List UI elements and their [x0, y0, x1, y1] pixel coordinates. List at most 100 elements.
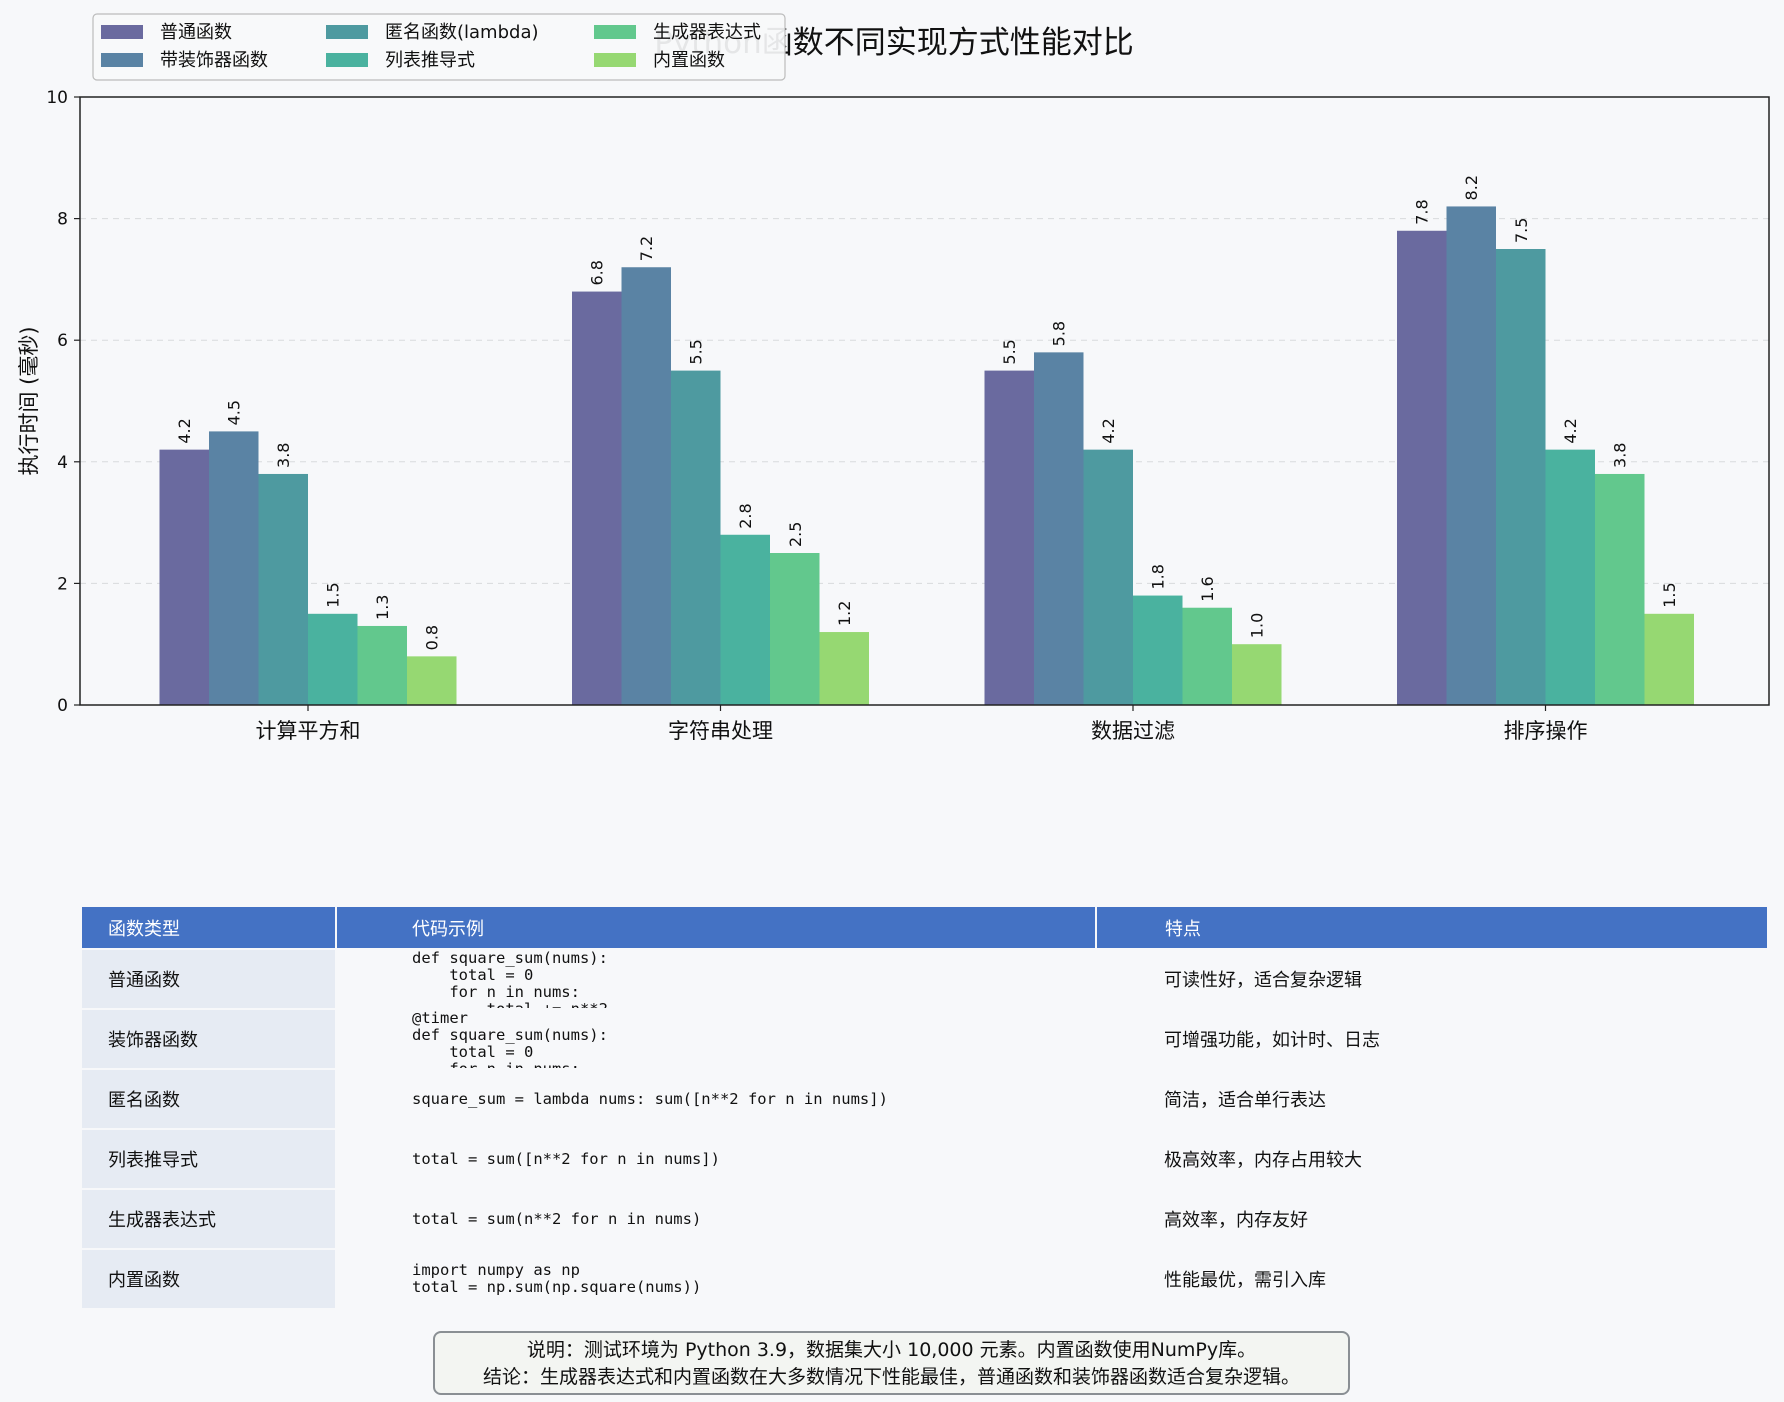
- row-code: def square_sum(nums): total = 0 for n in…: [412, 950, 608, 1008]
- data-label: 3.8: [1611, 443, 1630, 468]
- table-header-row: 函数类型 代码示例 特点: [82, 907, 1769, 949]
- row-feature: 可增强功能，如计时、日志: [1096, 1008, 1768, 1069]
- bar: [357, 625, 407, 705]
- legend-swatch: [101, 25, 143, 39]
- row-feature: 性能最优，需引入库: [1096, 1248, 1768, 1308]
- row-feature: 高效率，内存友好: [1096, 1188, 1768, 1249]
- bar: [1496, 249, 1546, 705]
- bars: [159, 206, 1694, 705]
- data-label: 1.8: [1149, 564, 1168, 589]
- x-tick-label: 数据过滤: [1091, 719, 1175, 743]
- data-label: 4.2: [175, 418, 194, 443]
- legend-swatch: [594, 25, 636, 39]
- row-feature: 可读性好，适合复杂逻辑: [1096, 948, 1768, 1009]
- data-label: 4.5: [225, 400, 244, 425]
- bar: [1644, 613, 1694, 705]
- x-tick-label: 排序操作: [1504, 719, 1588, 743]
- data-label: 7.8: [1413, 199, 1432, 224]
- x-tick-label: 计算平方和: [256, 719, 361, 743]
- data-label: 5.5: [1000, 339, 1019, 364]
- function-comparison-table: 函数类型 代码示例 特点 普通函数 def square_sum(nums): …: [82, 907, 1769, 1308]
- row-code: total = sum(n**2 for n in nums): [412, 1210, 702, 1228]
- bar: [819, 632, 869, 705]
- data-label: 1.0: [1248, 613, 1267, 638]
- bar: [671, 370, 721, 705]
- data-label: 6.8: [588, 260, 607, 285]
- bar: [258, 473, 308, 705]
- legend-swatch: [101, 53, 143, 67]
- bar: [720, 534, 770, 705]
- data-label: 4.2: [1099, 418, 1118, 443]
- note-line-2: 结论：生成器表达式和内置函数在大多数情况下性能最佳，普通函数和装饰器函数适合复杂…: [482, 1366, 1300, 1388]
- y-tick-label: 0: [57, 696, 68, 716]
- row-type: 匿名函数: [82, 1068, 337, 1129]
- data-label: 1.2: [835, 601, 854, 626]
- y-axis: 0 2 4 6 8 10: [46, 88, 80, 716]
- legend-swatch: [326, 25, 368, 39]
- row-code: import numpy as np total = np.sum(np.squ…: [412, 1262, 702, 1296]
- performance-chart: 4.2 4.5 3.8 1.5 1.3 0.8 6.8 7.2 5.5 2.8 2.5 1.2 5.5 5…: [17, 13, 1770, 743]
- legend-entry: 普通函数: [160, 22, 232, 43]
- y-tick-label: 6: [57, 331, 68, 351]
- bar: [572, 291, 622, 705]
- row-type: 列表推导式: [82, 1128, 337, 1189]
- note-box: 说明：测试环境为 Python 3.9，数据集大小 10,000 元素。内置函数…: [433, 1331, 1350, 1395]
- data-label: 2.8: [736, 503, 755, 528]
- row-type: 装饰器函数: [82, 1008, 337, 1069]
- table-row: 生成器表达式 total = sum(n**2 for n in nums) 高…: [82, 1188, 1768, 1249]
- data-label: 5.5: [687, 339, 706, 364]
- bar: [1133, 595, 1183, 705]
- bar: [770, 553, 820, 705]
- bar: [1397, 230, 1447, 705]
- row-type: 内置函数: [82, 1248, 337, 1308]
- row-code: @timer def square_sum(nums): total = 0 f…: [412, 1010, 608, 1068]
- bar: [1595, 473, 1645, 705]
- table-row: 内置函数 import numpy as np total = np.sum(n…: [82, 1248, 1768, 1308]
- data-label: 1.3: [373, 595, 392, 620]
- legend-entry: 带装饰器函数: [160, 50, 268, 71]
- row-type: 普通函数: [82, 948, 337, 1009]
- legend-entry: 列表推导式: [385, 50, 475, 71]
- plot-frame: [79, 96, 1770, 706]
- table-row: 普通函数 def square_sum(nums): total = 0 for…: [82, 948, 1768, 1009]
- bar: [1083, 449, 1133, 705]
- header-feature: 特点: [1096, 907, 1769, 949]
- row-type: 生成器表达式: [82, 1188, 337, 1249]
- data-label: 2.5: [786, 522, 805, 547]
- data-label: 3.8: [274, 443, 293, 468]
- y-tick-label: 8: [57, 210, 68, 230]
- header-type: 函数类型: [82, 907, 337, 949]
- bar: [984, 370, 1034, 705]
- bar: [159, 449, 209, 705]
- bar: [1034, 352, 1084, 705]
- data-label: 4.2: [1561, 418, 1580, 443]
- x-tick-label: 字符串处理: [668, 719, 773, 743]
- bar: [1446, 206, 1496, 705]
- bar: [1182, 607, 1232, 705]
- table-row: 装饰器函数 @timer def square_sum(nums): total…: [82, 1008, 1768, 1069]
- table-row: 匿名函数 square_sum = lambda nums: sum([n**2…: [82, 1068, 1768, 1129]
- bar: [407, 656, 457, 705]
- y-tick-label: 2: [57, 574, 68, 594]
- row-feature: 简洁，适合单行表达: [1096, 1068, 1768, 1129]
- row-code: total = sum([n**2 for n in nums]): [412, 1150, 720, 1168]
- y-axis-label: 执行时间 (毫秒): [17, 326, 41, 475]
- x-axis: 计算平方和 字符串处理 数据过滤 排序操作: [256, 705, 1588, 743]
- data-label: 1.6: [1198, 576, 1217, 601]
- legend-entry: 内置函数: [653, 50, 725, 71]
- note-line-1: 说明：测试环境为 Python 3.9，数据集大小 10,000 元素。内置函数…: [526, 1339, 1257, 1361]
- bar: [621, 267, 671, 705]
- bar: [209, 431, 259, 705]
- data-label: 8.2: [1462, 175, 1481, 200]
- data-label: 1.5: [1660, 582, 1679, 607]
- row-code: square_sum = lambda nums: sum([n**2 for …: [412, 1090, 888, 1108]
- y-tick-label: 10: [46, 88, 68, 108]
- legend-swatch: [594, 53, 636, 67]
- bar: [1545, 449, 1595, 705]
- legend-entry: 生成器表达式: [653, 22, 761, 43]
- legend-swatch: [326, 53, 368, 67]
- bar: [1232, 644, 1282, 705]
- y-tick-label: 4: [57, 453, 68, 473]
- table-row: 列表推导式 total = sum([n**2 for n in nums]) …: [82, 1128, 1768, 1189]
